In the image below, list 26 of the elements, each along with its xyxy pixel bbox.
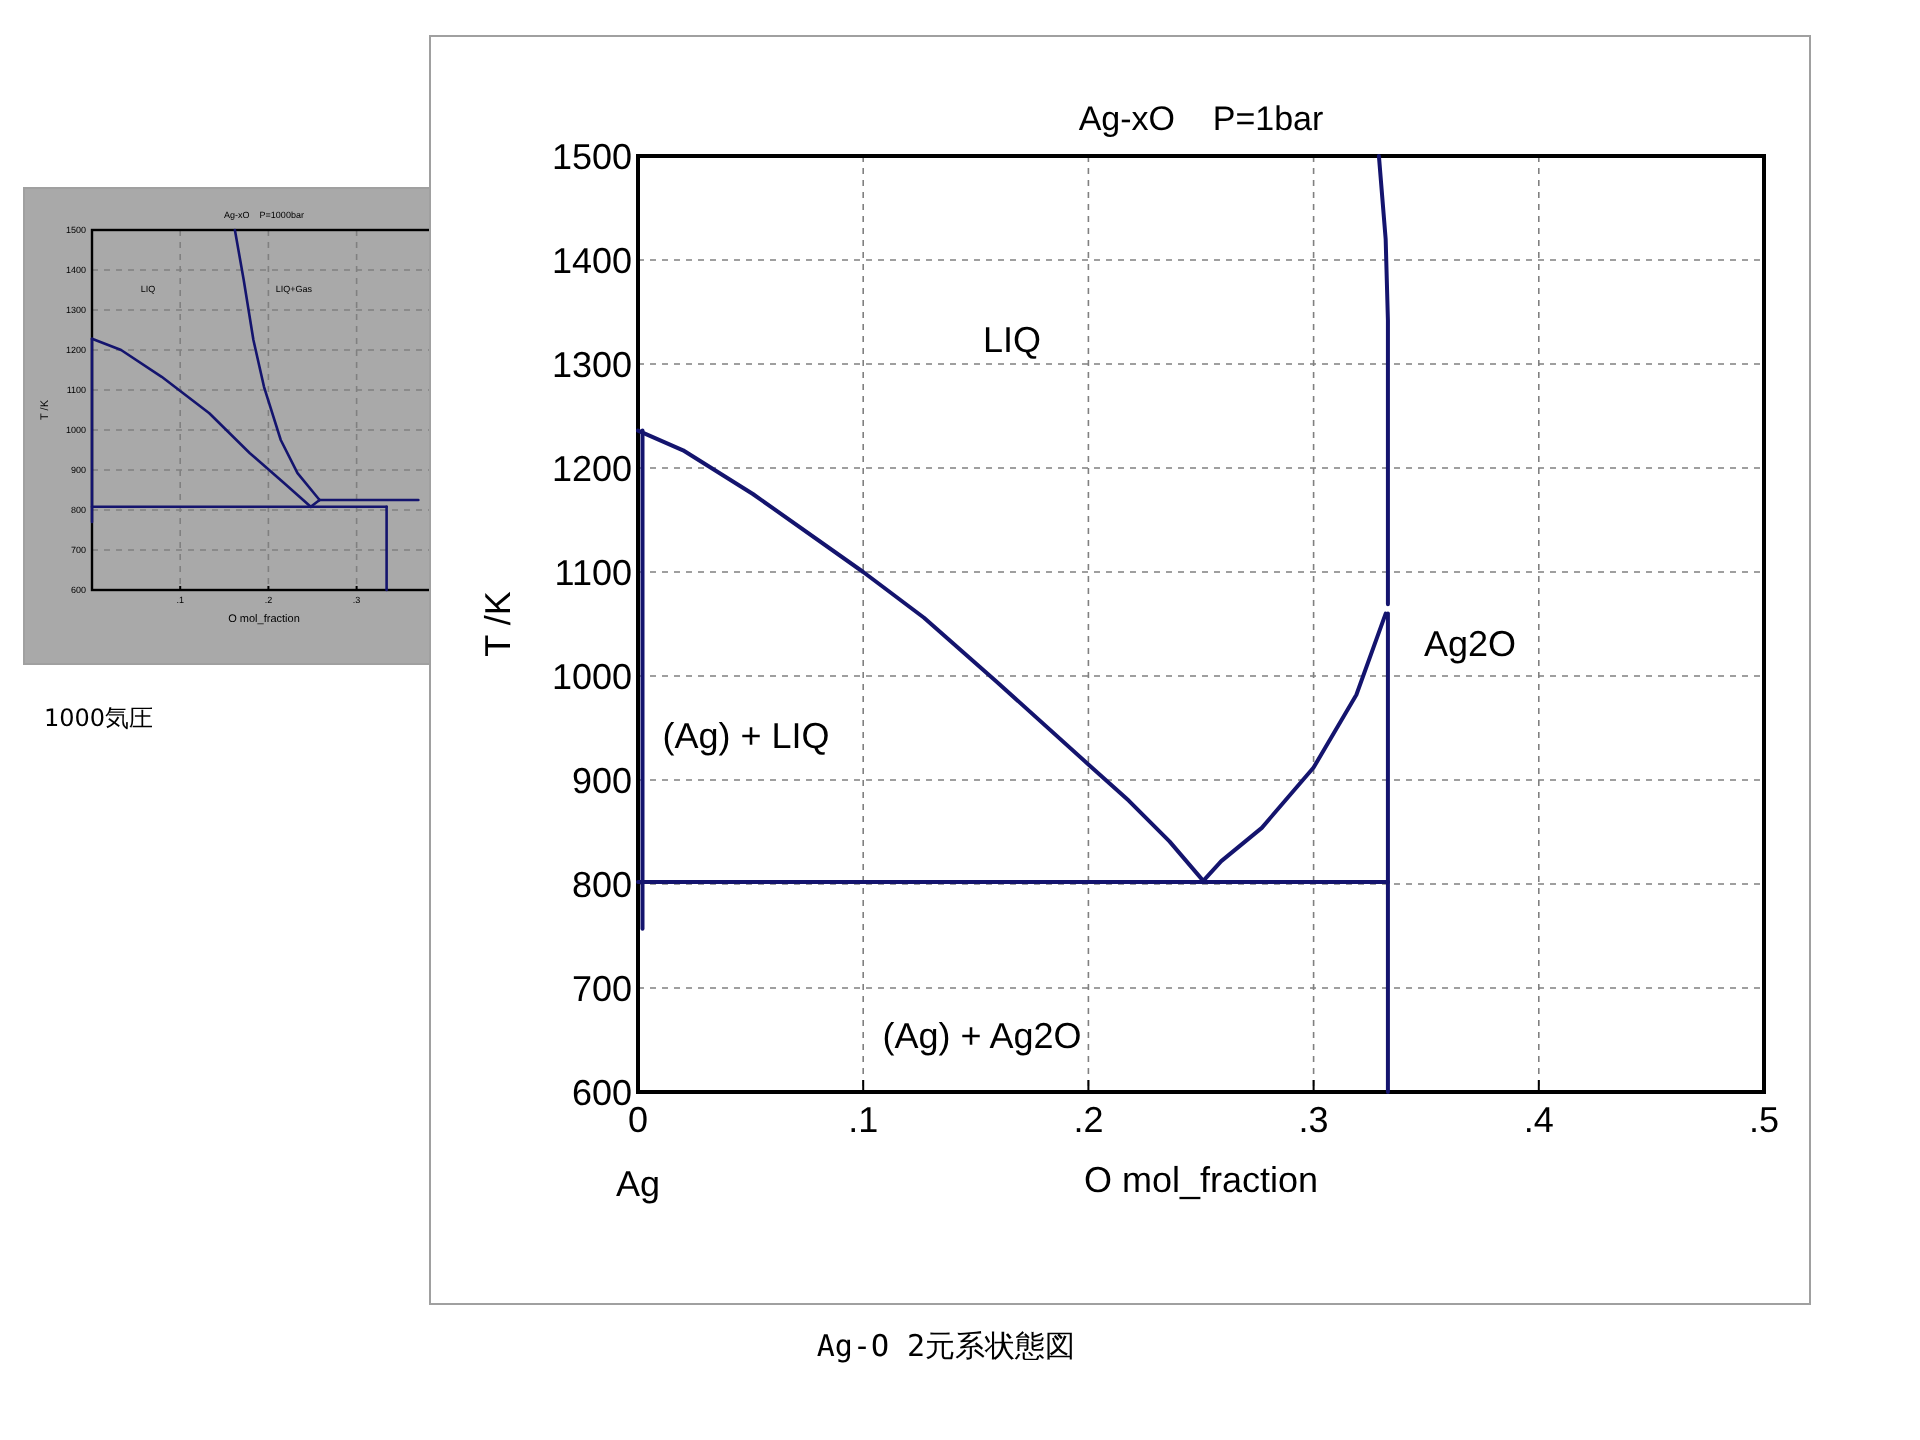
x-axis-title: O mol_fraction bbox=[1083, 1160, 1319, 1200]
annotation: (Ag) + LIQ bbox=[662, 716, 830, 756]
y-tick-label: 700 bbox=[571, 968, 632, 1009]
text: Ag-O 2元系状態図 bbox=[816, 1328, 1076, 1364]
y-tick-label: 1300 bbox=[551, 344, 632, 385]
annotation: LIQ bbox=[982, 320, 1042, 360]
y-tick-label: 1000 bbox=[551, 656, 632, 697]
y-tick-label: 1500 bbox=[551, 136, 632, 177]
x-tick-label: .5 bbox=[1748, 1100, 1780, 1140]
y-tick-label: 1200 bbox=[551, 448, 632, 489]
text: Ag bbox=[615, 1164, 661, 1204]
x-tick-label: .4 bbox=[1523, 1100, 1554, 1140]
x-tick-label: .1 bbox=[848, 1100, 879, 1140]
x-tick-label: .3 bbox=[1298, 1100, 1329, 1140]
chart-title: Ag-xO P=1bar bbox=[1078, 100, 1325, 138]
text: 1000気圧 bbox=[44, 704, 154, 732]
x-tick-label: 0 bbox=[627, 1100, 649, 1140]
y-tick-label: 1100 bbox=[554, 552, 632, 593]
y-tick-label: 600 bbox=[571, 1072, 632, 1113]
y-axis-title: T /K bbox=[478, 591, 518, 657]
x-tick-label: .2 bbox=[1073, 1100, 1104, 1140]
annotation: (Ag) + Ag2O bbox=[882, 1016, 1082, 1056]
y-tick-label: 1400 bbox=[551, 240, 632, 281]
y-tick-label: 800 bbox=[571, 864, 632, 905]
y-tick-label: 900 bbox=[571, 760, 632, 801]
annotation: Ag2O bbox=[1423, 624, 1517, 664]
